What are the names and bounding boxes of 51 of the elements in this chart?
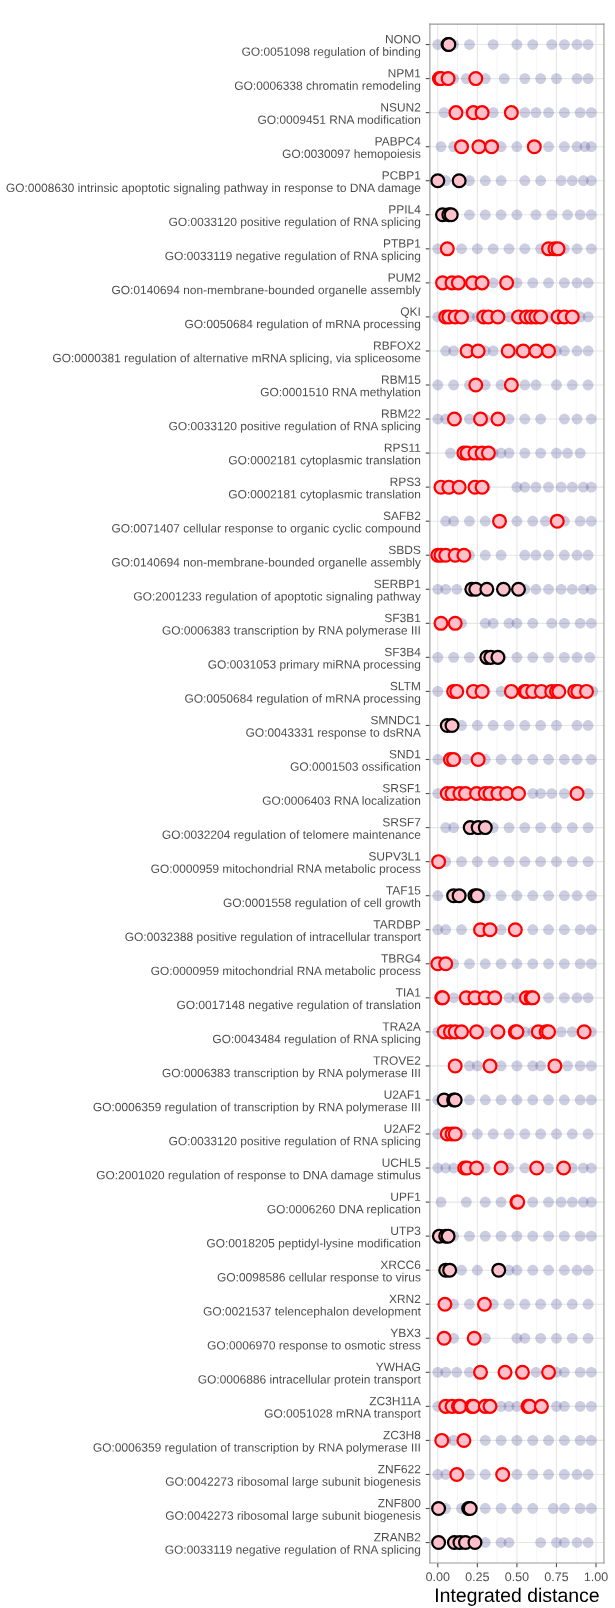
y-tick-label: SRSF1 GO:0006403 RNA localization xyxy=(262,783,421,805)
y-tick-label: PABPC4 GO:0030097 hemopoiesis xyxy=(282,137,421,161)
y-tick-label: TAF15 GO:0001558 regulation of cell growth xyxy=(223,886,421,910)
y-tick-label: XRN2 GO:0021537 telencephalon development xyxy=(203,1294,421,1318)
y-tick-label: NPM1 GO:0006338 chromatin remodeling xyxy=(234,69,421,93)
y-tick-label: NONO GO:0051098 regulation of binding xyxy=(242,34,421,59)
y-tick-label: NSUN2 GO:0009451 RNA modification xyxy=(258,103,421,124)
y-tick-label: ZNF622 GO:0042273 ribosomal large subunit biogenesis xyxy=(165,1464,421,1489)
y-tick-label: SAFB2 GO:0071407 cellular response to organic cyclic compound xyxy=(112,511,421,535)
y-tick-label: ZC3H11A GO:0051028 mRNA transport xyxy=(264,1396,421,1421)
x-tick-label: 1.00 xyxy=(584,1572,608,1582)
y-tick-label: UTP3 GO:0018205 peptidyl-lysine modification xyxy=(207,1226,421,1250)
y-tick-label: ZC3H8 GO:0006359 regulation of transcription by RNA polymerase III xyxy=(93,1430,421,1455)
y-tick-label: PTBP1 GO:0033119 negative regulation of RNA splicing xyxy=(165,239,421,263)
y-tick-label: RBM15 GO:0001510 RNA methylation xyxy=(260,375,421,399)
x-tick-label: 0.25 xyxy=(465,1572,489,1582)
y-tick-label: RBFOX2 GO:0000381 regulation of alternative mRNA splicing, via spliceosome xyxy=(53,341,421,365)
y-tick-label: PPIL4 GO:0033120 positive regulation of RNA splicing xyxy=(169,205,421,229)
y-tick-label: YWHAG GO:0006886 intracellular protein transport xyxy=(198,1362,421,1386)
x-tick-label: 0.00 xyxy=(426,1572,450,1582)
y-tick-label: YBX3 GO:0006970 response to osmotic stress xyxy=(207,1328,421,1352)
y-tick-label: ZRANB2 GO:0033119 negative regulation of RNA splicing xyxy=(165,1532,421,1557)
y-tick-label: PCBP1 GO:0008630 intrinsic apoptotic signaling pathway in response to DNA damage xyxy=(6,171,421,195)
y-tick-label: QKI GO:0050684 regulation of mRNA processing xyxy=(185,307,421,331)
y-tick-label: RPS11 GO:0002181 cytoplasmic translation xyxy=(228,443,421,467)
y-tick-label: TIA1 GO:0017148 negative regulation of translation xyxy=(177,988,421,1012)
y-tick-label: RPS3 GO:0002181 cytoplasmic translation xyxy=(228,477,421,501)
y-tick-label: U2AF2 GO:0033120 positive regulation of RNA splicing xyxy=(169,1124,421,1148)
y-tick-label: SLTM GO:0050684 regulation of mRNA processing xyxy=(185,681,421,706)
y-tick-label: TBRG4 GO:0000959 mitochondrial RNA metabolic process xyxy=(151,954,421,978)
y-tick-label: TARDBP GO:0032388 positive regulation of intracellular transport xyxy=(125,920,421,944)
y-tick-label: XRCC6 GO:0098586 cellular response to virus xyxy=(217,1260,421,1284)
y-tick-label: TRA2A GO:0043484 regulation of RNA splicing xyxy=(212,1022,421,1046)
y-tick-label: UPF1 GO:0006260 DNA replication xyxy=(267,1192,421,1216)
y-tick-label: SBDS GO:0140694 non-membrane-bounded organelle assembly xyxy=(112,545,421,569)
x-axis-title: Integrated distance xyxy=(436,1587,599,1606)
x-tick-label: 0.50 xyxy=(505,1572,529,1582)
y-tick-label: PUM2 GO:0140694 non-membrane-bounded organelle assembly xyxy=(112,273,421,297)
y-tick-label: ZNF800 GO:0042273 ribosomal large subunit biogenesis xyxy=(165,1498,421,1523)
y-tick-label: SRSF7 GO:0032204 regulation of telomere maintenance xyxy=(162,818,421,842)
y-tick-label: TROVE2 GO:0006383 transcription by RNA polymerase III xyxy=(162,1056,421,1080)
y-tick-label: SND1 GO:0001503 ossification xyxy=(290,749,421,771)
y-tick-label: RBM22 GO:0033120 positive regulation of RNA splicing xyxy=(169,409,421,433)
y-tick-label: SF3B4 GO:0031053 primary miRNA processing xyxy=(208,647,421,672)
y-tick-label: SMNDC1 GO:0043331 response to dsRNA xyxy=(246,715,421,740)
y-tick-label: U2AF1 GO:0006359 regulation of transcription by RNA polymerase III xyxy=(93,1090,421,1114)
y-tick-label: SF3B1 GO:0006383 transcription by RNA polymerase III xyxy=(162,613,421,637)
y-tick-label: UCHL5 GO:2001020 regulation of response to DNA damage stimulus xyxy=(96,1158,421,1182)
y-tick-label: SERBP1 GO:2001233 regulation of apoptotic signaling pathway xyxy=(133,579,421,603)
x-tick-label: 0.75 xyxy=(544,1572,569,1582)
y-tick-label: SUPV3L1 GO:0000959 mitochondrial RNA metabolic process xyxy=(151,852,421,876)
